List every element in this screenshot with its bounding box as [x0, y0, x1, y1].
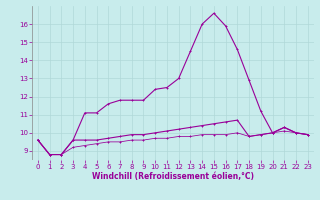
X-axis label: Windchill (Refroidissement éolien,°C): Windchill (Refroidissement éolien,°C) — [92, 172, 254, 181]
